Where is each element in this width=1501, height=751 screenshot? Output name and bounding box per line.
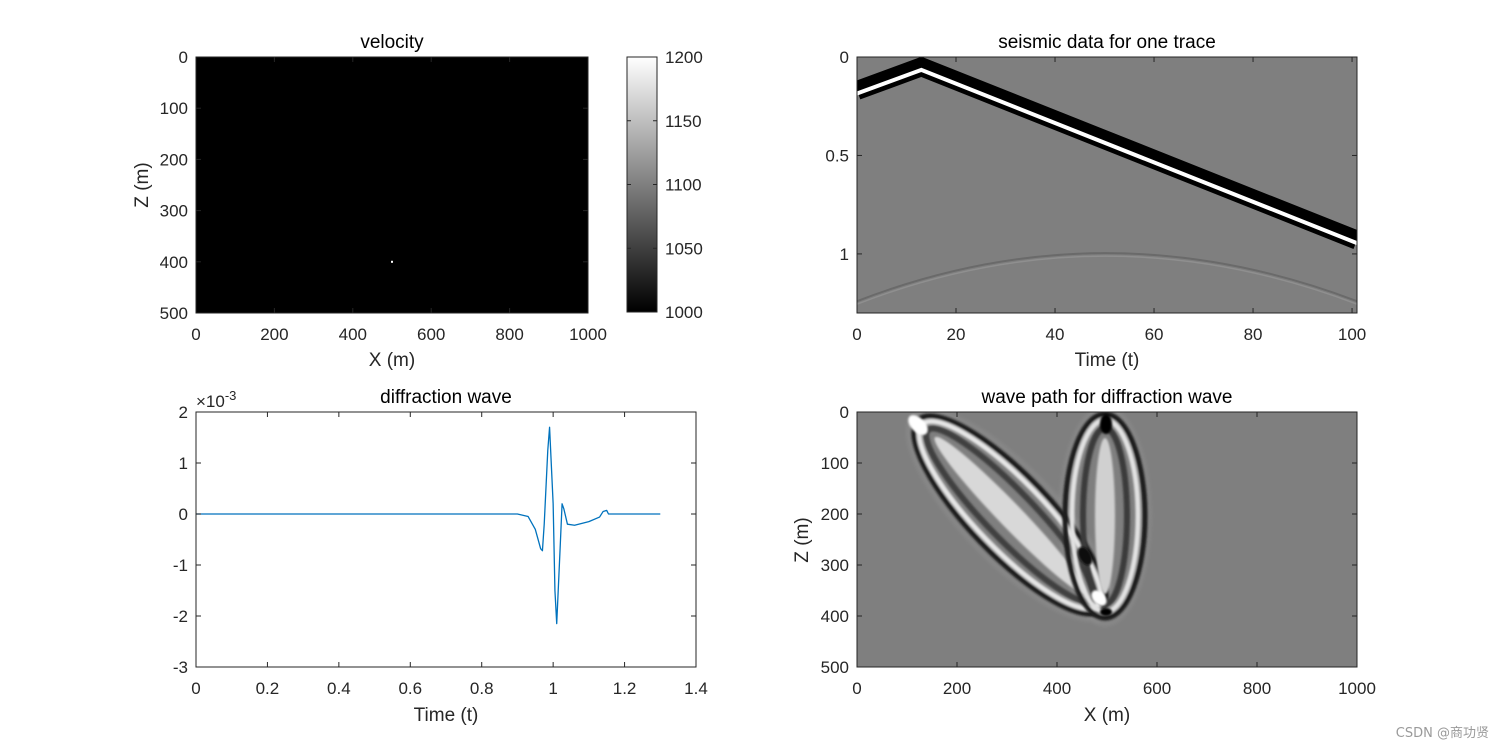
- diffraction-wave-line: [196, 426, 661, 625]
- velocity-xtick-label: 800: [495, 325, 523, 344]
- seismic-ytick-label: 1: [840, 245, 849, 264]
- wave-path-endpoints: [908, 414, 1112, 616]
- exponent-power: -3: [225, 388, 237, 403]
- wave-path-xtick-label: 0: [852, 679, 861, 698]
- seismic-ytick-label: 0.5: [825, 146, 849, 165]
- wave-path-panel: wave path for diffraction wave: [792, 387, 1376, 726]
- velocity-ytick-label: 0: [179, 48, 188, 67]
- diffraction-wave-xtick-label: 1: [548, 679, 557, 698]
- exponent-base: ×10: [196, 392, 225, 411]
- seismic-xtick-label: 20: [947, 325, 966, 344]
- seismic-xtick-label: 40: [1046, 325, 1065, 344]
- velocity-title: velocity: [360, 32, 424, 53]
- seismic-title: seismic data for one trace: [998, 32, 1216, 53]
- velocity-anomaly-point: [391, 260, 393, 263]
- wave-path-title: wave path for diffraction wave: [980, 387, 1232, 408]
- seismic-diffraction-curve-dark: [857, 252, 1357, 303]
- velocity-xtick-label: 400: [339, 325, 367, 344]
- velocity-ytick-label: 300: [160, 202, 188, 221]
- diffraction-wave-ytick-label: -1: [173, 556, 188, 575]
- seismic-xtick-label: 0: [852, 325, 861, 344]
- wave-path-xtick-label: 200: [943, 679, 971, 698]
- colorbar: [626, 56, 658, 313]
- seismic-xtick-label: 80: [1244, 325, 1263, 344]
- wave-path-axes-box: [856, 411, 1358, 668]
- wave-path-ytick-label: 100: [821, 454, 849, 473]
- diffraction-wave-xtick-label: 0: [191, 679, 200, 698]
- diffraction-wave-ytick-label: -2: [173, 607, 188, 626]
- wave-path-ytick-label: 0: [840, 403, 849, 422]
- seismic-axes-box: [856, 56, 1358, 314]
- diffraction-wave-xtick-label: 1.2: [613, 679, 637, 698]
- velocity-xtick-label: 600: [417, 325, 445, 344]
- velocity-ytick-label: 100: [160, 99, 188, 118]
- wave-path-xtick-label: 400: [1043, 679, 1071, 698]
- velocity-ytick-label: 200: [160, 150, 188, 169]
- seismic-panel: seismic data for one trace 0 20 40 60 80 100 …: [825, 32, 1366, 371]
- velocity-ytick-label: 500: [160, 304, 188, 323]
- colorbar-tick-label: 1200: [665, 48, 703, 67]
- wave-path-xtick-label: 800: [1243, 679, 1271, 698]
- colorbar-tick-label: 1150: [665, 112, 702, 131]
- diffraction-wave-exponent: ×10-3: [196, 388, 236, 411]
- wave-path-ytick-label: 200: [821, 505, 849, 524]
- velocity-ylabel: Z (m): [132, 162, 153, 207]
- diffraction-wave-ytick-label: -3: [173, 658, 188, 677]
- velocity-xtick-label: 0: [191, 325, 200, 344]
- velocity-image: [196, 57, 588, 313]
- wave-path-xtick-label: 600: [1143, 679, 1171, 698]
- colorbar-tick-label: 1100: [665, 176, 702, 195]
- diffraction-wave-xtick-label: 0.4: [327, 679, 351, 698]
- csdn-watermark: CSDN @商功贤: [1395, 726, 1489, 741]
- diffraction-wave-title: diffraction wave: [380, 387, 512, 408]
- diffraction-wave-panel: diffraction wave 0 0.2 0.4 0.6 0.8 1 1.2 1.4 2 1…: [173, 387, 708, 726]
- seismic-image-background: [857, 57, 1357, 313]
- colorbar-tick-label: 1000: [665, 303, 703, 322]
- wave-path-ylabel: Z (m): [792, 517, 813, 562]
- seismic-ytick-label: 0: [840, 48, 849, 67]
- wave-path-xtick-label: 1000: [1338, 679, 1376, 698]
- diffraction-wave-ytick-label: 1: [179, 454, 188, 473]
- seismic-direct-wave-peak: [857, 67, 1357, 245]
- seismic-xlabel: Time (t): [1075, 350, 1140, 371]
- colorbar-tick-label: 1050: [665, 239, 703, 258]
- diffraction-wave-xtick-label: 0.6: [398, 679, 422, 698]
- wave-path-ytick-label: 500: [821, 658, 849, 677]
- diffraction-wave-xtick-label: 0.2: [256, 679, 280, 698]
- diffraction-wave-xtick-label: 0.8: [470, 679, 494, 698]
- velocity-xlabel: X (m): [369, 350, 415, 371]
- seismic-direct-wave-trough: [857, 57, 1357, 249]
- seismic-xtick-label: 100: [1338, 325, 1366, 344]
- wave-path-ytick-label: 300: [821, 556, 849, 575]
- velocity-ytick-label: 400: [160, 253, 188, 272]
- velocity-xtick-label: 200: [260, 325, 288, 344]
- diffraction-wave-ytick-label: 2: [179, 403, 188, 422]
- diffraction-wave-xtick-label: 1.4: [684, 679, 708, 698]
- velocity-panel: velocity 0 200 400 600 800 1000 0 100 200 300 400…: [132, 32, 703, 371]
- diffraction-wave-xlabel: Time (t): [414, 705, 479, 726]
- diffraction-wave-axes-box: [195, 411, 697, 668]
- wave-path-ytick-label: 400: [821, 607, 849, 626]
- diffraction-wave-ytick-label: 0: [179, 505, 188, 524]
- seismic-diffraction-curve-light: [857, 255, 1357, 305]
- velocity-axes-box: [195, 56, 589, 314]
- velocity-xtick-label: 1000: [569, 325, 607, 344]
- seismic-xtick-label: 60: [1145, 325, 1164, 344]
- wave-path-xlabel: X (m): [1084, 705, 1130, 726]
- diffraction-wave-axes-bg: [196, 412, 696, 667]
